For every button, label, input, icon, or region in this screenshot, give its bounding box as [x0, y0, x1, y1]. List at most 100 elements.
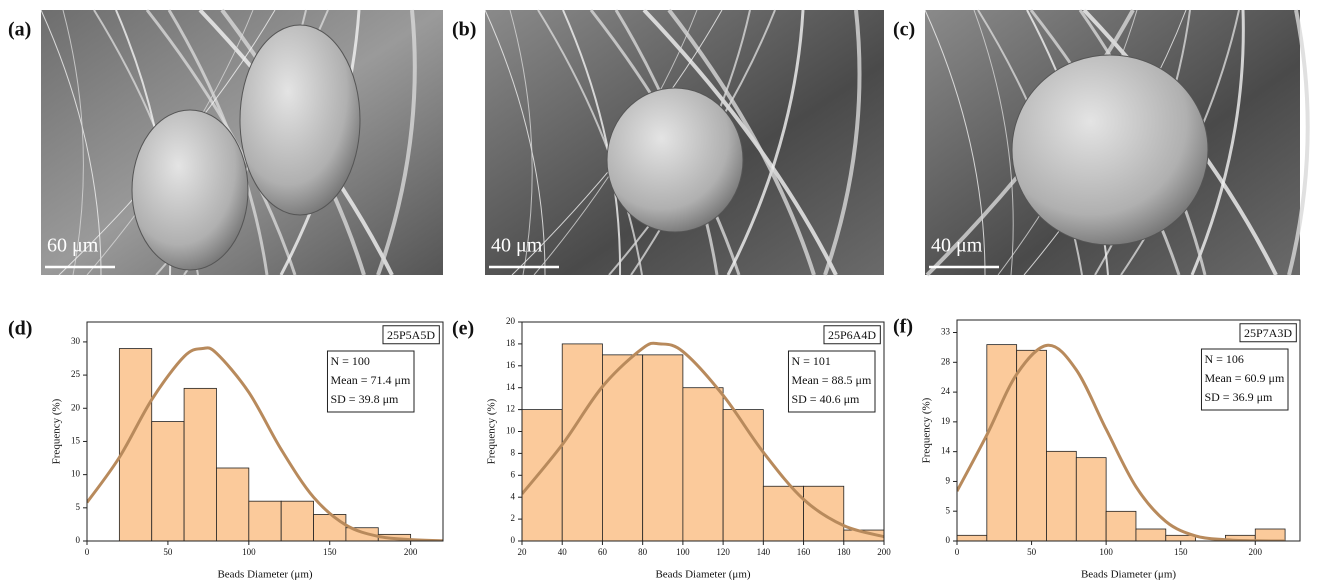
y-tick-label: 0: [76, 535, 81, 545]
bead: [1012, 55, 1208, 245]
x-tick-label: 140: [757, 547, 771, 557]
bar: [152, 422, 184, 541]
x-tick-label: 20: [518, 547, 528, 557]
stats-line: Mean = 88.5 μm: [791, 373, 872, 387]
sem-image: [485, 10, 884, 275]
stats-line: SD = 39.8 μm: [330, 392, 399, 406]
x-tick-label: 0: [85, 547, 90, 557]
stats-line: N = 101: [791, 354, 830, 368]
x-tick-label: 120: [716, 547, 730, 557]
y-tick-label: 14: [941, 446, 951, 456]
bead: [240, 25, 360, 215]
scale-bar-label: 60 μm: [47, 235, 99, 257]
y-tick-label: 15: [71, 436, 81, 446]
y-tick-label: 2: [511, 513, 516, 523]
y-tick-label: 24: [941, 386, 951, 396]
x-tick-label: 60: [598, 547, 608, 557]
x-tick-label: 200: [404, 547, 418, 557]
bar: [602, 355, 642, 541]
panel-label: (c): [893, 19, 915, 41]
bar: [1136, 529, 1166, 541]
bar: [987, 345, 1017, 541]
scale-bar-label: 40 μm: [491, 235, 543, 257]
panel-label: (f): [893, 316, 913, 338]
bar: [184, 388, 216, 541]
panel-label: (b): [452, 19, 476, 41]
panel-label: (e): [452, 318, 474, 340]
stats-line: Mean = 71.4 μm: [330, 373, 411, 387]
bar: [281, 501, 313, 541]
y-tick-label: 19: [941, 416, 951, 426]
bar: [216, 468, 248, 541]
figure: 60 μm(a)40 μm(b)40 μm(c)0501001502000510…: [0, 0, 1326, 583]
x-axis-label: Beads Diameter (μm): [1081, 569, 1176, 581]
x-tick-label: 150: [1174, 547, 1188, 557]
x-tick-label: 200: [877, 547, 891, 557]
x-tick-label: 100: [1099, 547, 1113, 557]
bar: [562, 344, 602, 541]
bead: [132, 110, 248, 270]
x-tick-label: 150: [323, 547, 337, 557]
x-tick-label: 50: [163, 547, 173, 557]
y-tick-label: 0: [946, 535, 951, 545]
y-tick-label: 20: [71, 402, 81, 412]
stats-line: N = 100: [330, 354, 369, 368]
bar: [1076, 458, 1106, 541]
bar: [249, 501, 281, 541]
y-tick-label: 9: [946, 476, 951, 486]
y-tick-label: 16: [506, 360, 516, 370]
bar: [1046, 451, 1076, 541]
y-axis-label: Frequency (%): [486, 398, 498, 464]
y-tick-label: 10: [71, 469, 81, 479]
y-tick-label: 28: [941, 356, 951, 366]
x-tick-label: 180: [837, 547, 851, 557]
y-tick-label: 25: [71, 369, 81, 379]
scale-bar-label: 40 μm: [931, 235, 983, 257]
y-tick-label: 12: [506, 404, 515, 414]
bar: [1106, 511, 1136, 541]
y-tick-label: 14: [506, 382, 516, 392]
bar: [314, 514, 346, 541]
bar: [1166, 535, 1196, 541]
bar: [1017, 350, 1047, 541]
stats-line: Mean = 60.9 μm: [1204, 371, 1285, 385]
y-tick-label: 5: [946, 505, 951, 515]
y-tick-label: 18: [506, 338, 516, 348]
y-tick-label: 30: [71, 336, 81, 346]
bar: [119, 349, 151, 541]
x-tick-label: 100: [242, 547, 256, 557]
sample-name: 25P5A5D: [387, 328, 435, 342]
x-tick-label: 100: [676, 547, 690, 557]
sample-name: 25P7A3D: [1244, 326, 1292, 340]
y-tick-label: 0: [511, 535, 516, 545]
y-tick-label: 20: [506, 316, 516, 326]
y-tick-label: 5: [76, 502, 81, 512]
x-tick-label: 80: [638, 547, 648, 557]
y-tick-label: 33: [941, 327, 951, 337]
bar: [723, 410, 763, 541]
bar: [643, 355, 683, 541]
sample-name: 25P6A4D: [828, 328, 876, 342]
stats-line: SD = 40.6 μm: [791, 392, 860, 406]
y-tick-label: 6: [511, 469, 516, 479]
x-tick-label: 50: [1027, 547, 1037, 557]
y-axis-label: Frequency (%): [51, 398, 63, 464]
x-tick-label: 160: [797, 547, 811, 557]
y-axis-label: Frequency (%): [921, 397, 933, 463]
stats-line: N = 106: [1204, 352, 1243, 366]
y-tick-label: 4: [511, 491, 516, 501]
x-tick-label: 200: [1249, 547, 1263, 557]
sem-image: [41, 10, 443, 275]
sem-image: [925, 10, 1308, 275]
x-axis-label: Beads Diameter (μm): [655, 569, 750, 581]
bead: [607, 88, 743, 232]
y-tick-label: 10: [506, 426, 516, 436]
y-tick-label: 8: [511, 447, 516, 457]
stats-line: SD = 36.9 μm: [1204, 390, 1273, 404]
x-tick-label: 40: [558, 547, 568, 557]
x-tick-label: 0: [955, 547, 960, 557]
x-axis-label: Beads Diameter (μm): [217, 569, 312, 581]
panel-label: (d): [8, 318, 32, 340]
bar: [522, 410, 562, 541]
bar: [1255, 529, 1285, 541]
